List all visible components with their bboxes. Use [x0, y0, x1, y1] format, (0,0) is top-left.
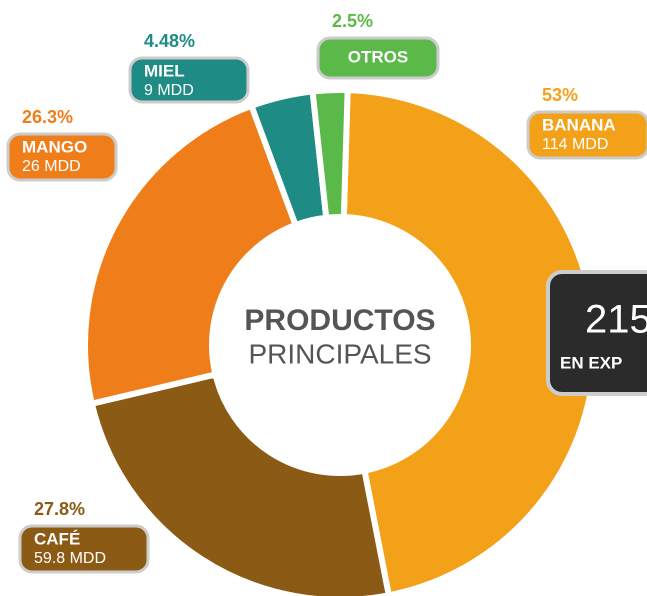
callout-box	[546, 270, 647, 396]
category-label: MANGO	[22, 137, 87, 156]
label-box	[6, 132, 118, 182]
center-title: PRODUCTOS	[244, 304, 435, 337]
amount-label: 26 MDD	[22, 158, 81, 175]
callout-value: 215	[585, 298, 647, 342]
label-box	[128, 56, 250, 104]
percent-label: 27.8%	[34, 499, 85, 519]
category-label: MIEL	[144, 61, 185, 80]
slice	[88, 370, 392, 596]
slice	[82, 101, 300, 408]
percent-label: 2.5%	[332, 11, 373, 31]
label-box	[316, 36, 440, 80]
amount-label: 59.8 MDD	[34, 550, 106, 567]
category-label: BANANA	[542, 115, 616, 134]
callout-label: EN EXP	[560, 353, 622, 372]
amount-label: 114 MDD	[542, 136, 608, 153]
percent-label: 53%	[542, 85, 578, 105]
label-box	[526, 110, 647, 160]
center-subtitle: PRINCIPALES	[248, 338, 431, 369]
percent-label: 26.3%	[22, 107, 73, 127]
amount-label: 9 MDD	[144, 82, 194, 99]
slices	[82, 87, 598, 596]
slice	[309, 87, 351, 222]
label-box	[18, 524, 150, 574]
category-label: OTROS	[348, 47, 408, 66]
slice	[340, 87, 598, 596]
percent-label: 4.48%	[144, 31, 195, 51]
category-label: CAFÉ	[34, 529, 80, 548]
